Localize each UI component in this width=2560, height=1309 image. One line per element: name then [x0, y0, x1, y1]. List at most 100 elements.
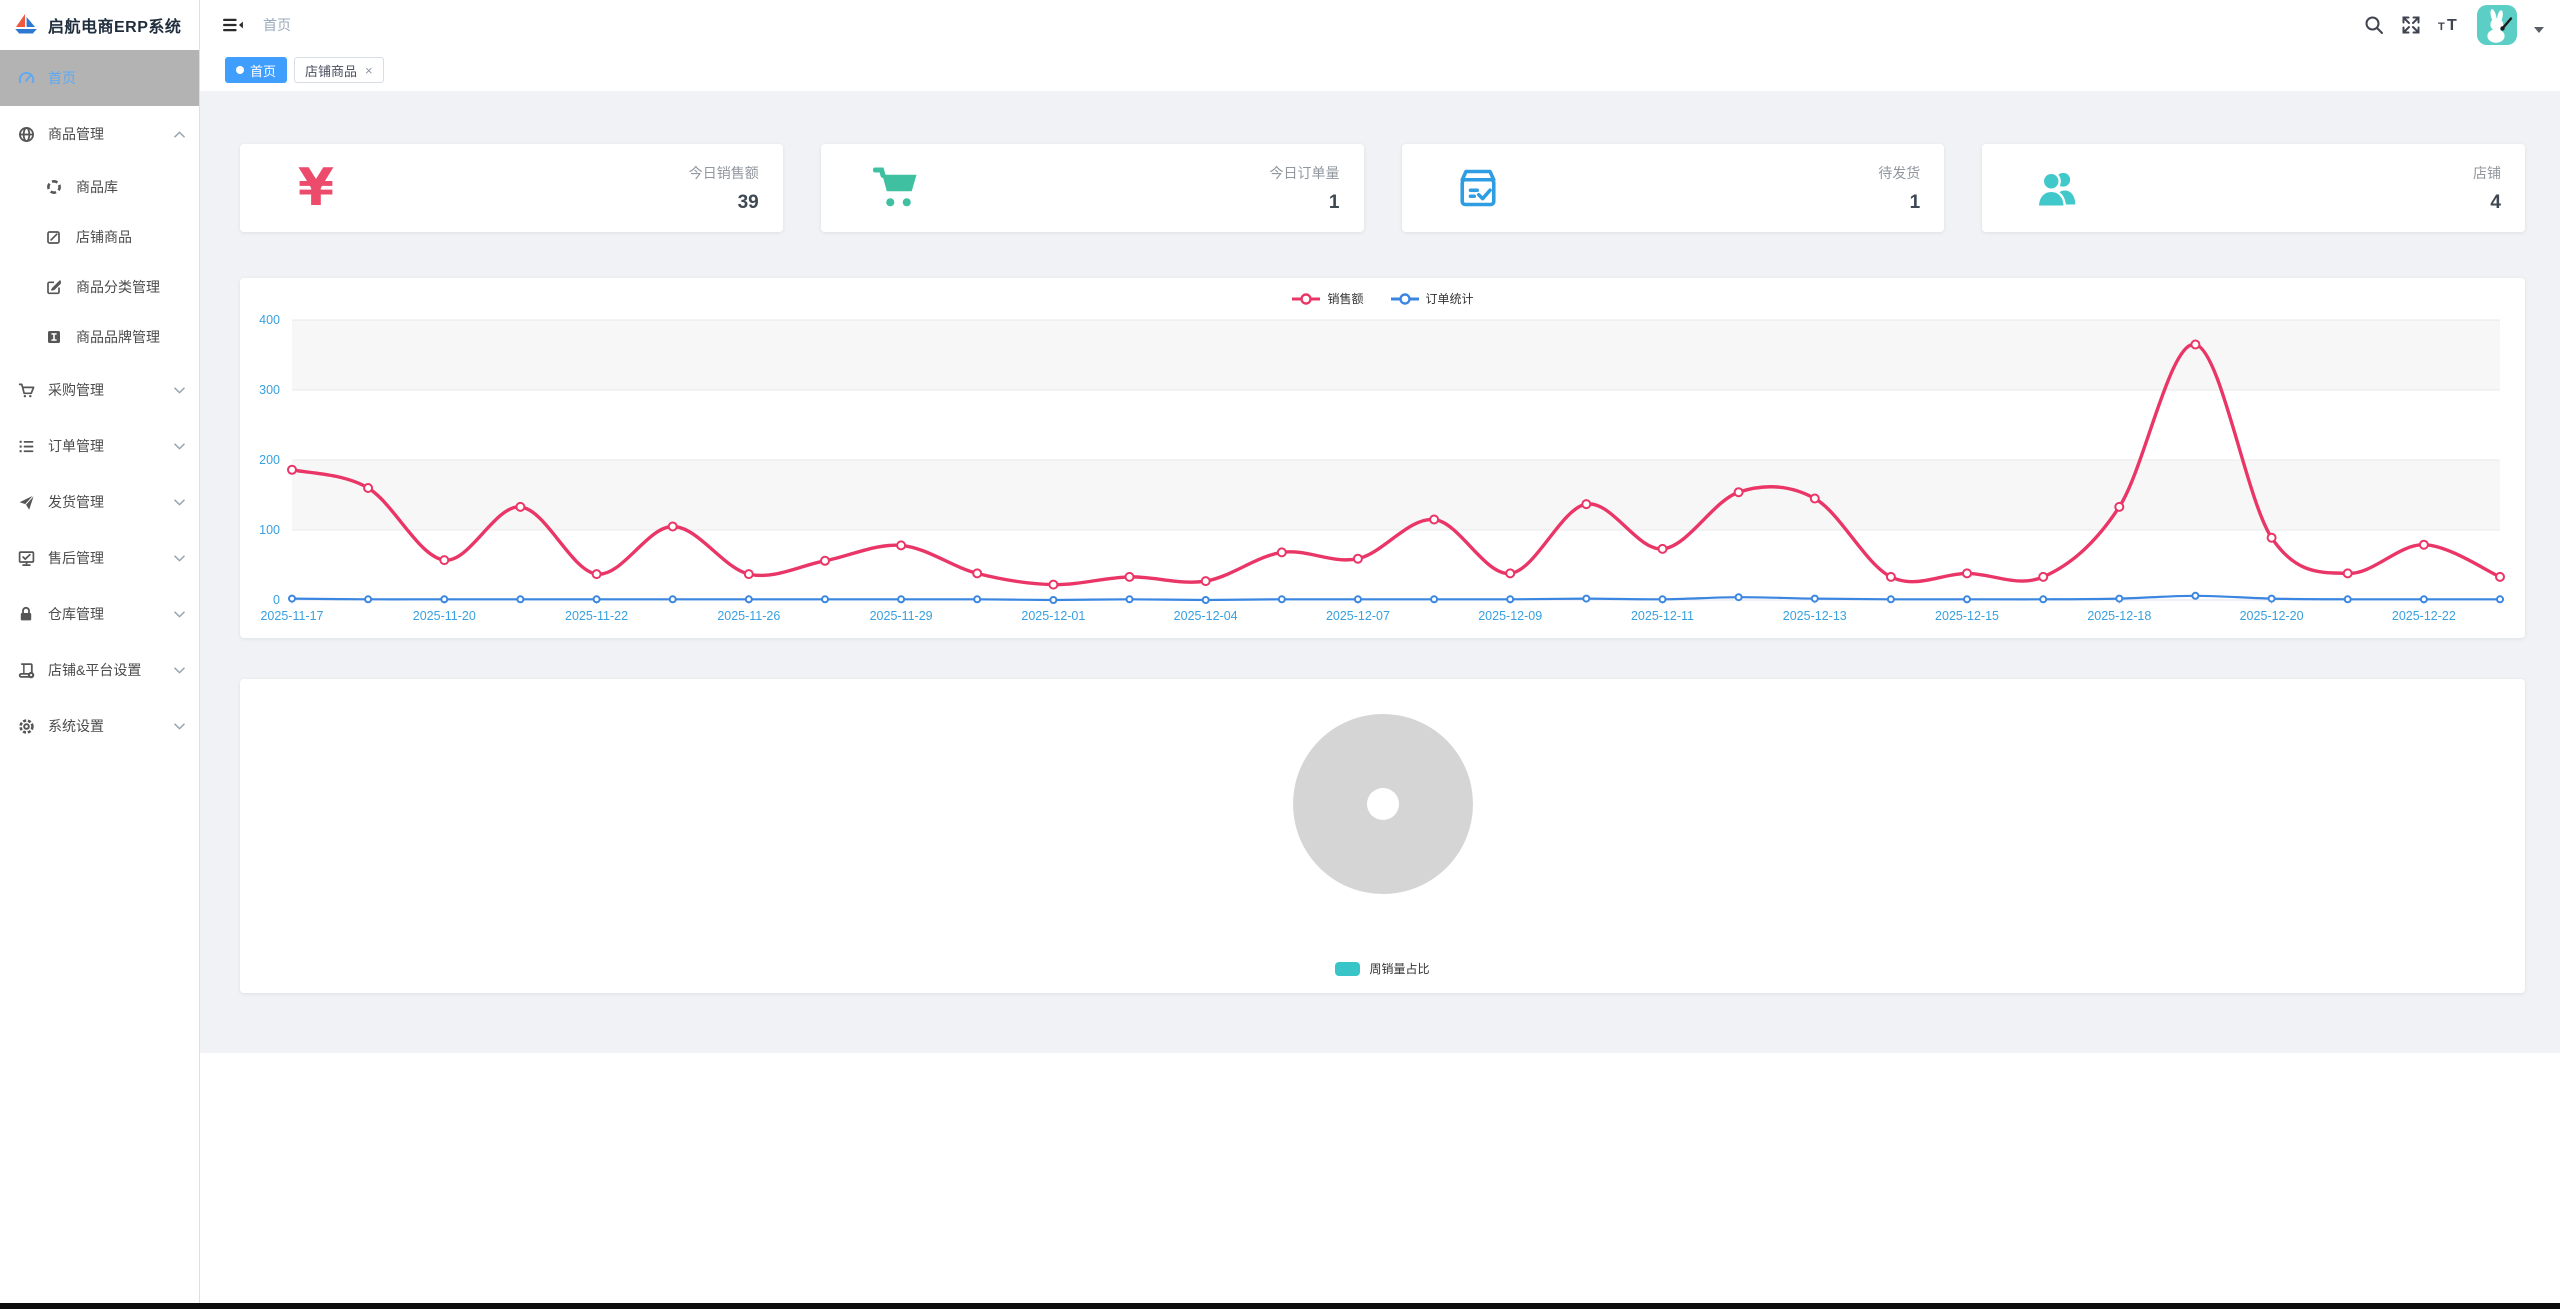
user-avatar[interactable] — [2477, 5, 2517, 45]
data-point-marker — [1201, 596, 1210, 604]
sidebar-item-system-settings[interactable]: 系统设置 — [0, 698, 199, 754]
sidebar-item-label: 发货管理 — [48, 494, 104, 510]
sidebar-item-label: 商品库 — [76, 179, 118, 195]
x-axis-tick-label: 2025-12-01 — [1021, 609, 1085, 623]
data-point-marker — [1581, 499, 1592, 510]
line-chart-svg: 0 100 200 300 400 2025-11-17 2025-11-20 2025-11… — [259, 313, 2505, 623]
data-point-marker — [2496, 595, 2504, 604]
y-axis-tick-label: 200 — [259, 453, 280, 467]
stat-card-today-sales: ¥ 今日销售额 39 — [240, 144, 783, 232]
data-point-marker — [288, 594, 296, 603]
data-point-marker — [1430, 595, 1439, 604]
sidebar-item-purchase-management[interactable]: 采购管理 — [0, 362, 199, 418]
sidebar-item-label: 店铺&平台设置 — [48, 662, 142, 678]
data-point-marker — [439, 555, 450, 566]
chevron-down-icon — [174, 498, 185, 506]
data-point-marker — [668, 595, 677, 604]
tab-label: 首页 — [250, 63, 277, 79]
cart-big-icon — [872, 165, 921, 211]
content-area: ¥ 今日销售额 39 今日订单量 1 待发货 1 店铺 4 销售额 订单统计 0 100 200 300… — [200, 91, 2560, 1053]
sidebar-item-shop-platform-settings[interactable]: 店铺&平台设置 — [0, 642, 199, 698]
pen-doc-icon — [45, 228, 63, 246]
legend-item-0[interactable]: 销售额 — [1291, 290, 1364, 307]
stat-label: 今日订单量 — [1269, 164, 1340, 181]
cart-icon — [17, 381, 35, 399]
donut-chart — [240, 679, 2525, 895]
tab-close-icon[interactable]: × — [365, 62, 373, 78]
stat-value: 39 — [737, 191, 759, 213]
data-point-marker — [1049, 596, 1058, 604]
legend-item-1[interactable]: 订单统计 — [1390, 290, 1474, 307]
data-point-marker — [972, 568, 983, 579]
data-point-marker — [2343, 595, 2352, 604]
sidebar-item-label: 首页 — [48, 70, 76, 86]
data-point-marker — [1125, 595, 1134, 604]
x-axis-tick-label: 2025-11-29 — [870, 609, 933, 623]
search-icon[interactable] — [2364, 15, 2384, 35]
sidebar-item-store-products[interactable]: 店铺商品 — [0, 212, 199, 262]
data-point-marker — [1809, 493, 1820, 504]
x-axis-tick-label: 2025-12-07 — [1326, 609, 1390, 623]
x-axis-tick-label: 2025-12-13 — [1783, 609, 1847, 623]
x-axis-tick-label: 2025-11-26 — [717, 609, 780, 623]
sidebar-item-aftersale-management[interactable]: 售后管理 — [0, 530, 199, 586]
lock-icon — [17, 605, 35, 623]
sidebar-item-product-library[interactable]: 商品库 — [0, 162, 199, 212]
sidebar-item-warehouse-management[interactable]: 仓库管理 — [0, 586, 199, 642]
stat-label: 今日销售额 — [688, 164, 759, 181]
data-point-marker — [896, 540, 907, 551]
data-point-marker — [2342, 568, 2353, 579]
data-point-marker — [591, 569, 602, 580]
book-gear-icon — [17, 661, 35, 679]
sidebar-item-order-management[interactable]: 订单管理 — [0, 418, 199, 474]
font-size-icon[interactable]: T T — [2438, 16, 2460, 34]
data-point-marker — [1657, 543, 1668, 554]
sidebar-item-shipping-management[interactable]: 发货管理 — [0, 474, 199, 530]
tab-store-products[interactable]: 店铺商品 × — [294, 57, 384, 83]
x-axis-tick-label: 2025-12-04 — [1174, 609, 1238, 623]
stat-label: 待发货 — [1878, 164, 1921, 181]
sidebar-item-label: 仓库管理 — [48, 606, 104, 622]
sidebar-item-product-management[interactable]: 商品管理 — [0, 106, 199, 162]
pie-legend-label[interactable]: 周销量占比 — [1369, 962, 1430, 976]
monitor-check-icon — [17, 549, 35, 567]
chevron-down-icon — [174, 610, 185, 618]
data-point-marker — [820, 555, 830, 566]
tab-home[interactable]: 首页 — [225, 57, 288, 83]
data-point-marker — [2495, 571, 2505, 582]
chevron-up-icon — [174, 130, 185, 138]
stat-value: 1 — [1909, 191, 1921, 213]
legend-label: 订单统计 — [1425, 292, 1474, 306]
x-axis-tick-label: 2025-12-11 — [1631, 609, 1694, 623]
data-point-marker — [1734, 593, 1743, 602]
data-point-marker — [897, 595, 906, 604]
data-point-marker — [1048, 579, 1059, 590]
data-point-marker — [2039, 595, 2048, 604]
sidebar-item-product-brand-management[interactable]: 商品品牌管理 — [0, 312, 199, 362]
data-point-marker — [821, 595, 829, 604]
breadcrumb[interactable]: 首页 — [263, 17, 291, 33]
sidebar-fold-icon[interactable] — [222, 16, 244, 34]
data-point-marker — [2419, 595, 2428, 604]
series-line-0 — [290, 342, 2502, 587]
stat-cards-row: ¥ 今日销售额 39 今日订单量 1 待发货 1 店铺 4 — [240, 144, 2525, 232]
legend-label: 销售额 — [1327, 292, 1364, 306]
fullscreen-icon[interactable] — [2401, 15, 2421, 35]
chevron-down-icon — [174, 442, 185, 450]
line-chart-legend: 销售额 订单统计 — [240, 290, 2525, 307]
x-axis-tick-label: 2025-12-22 — [2392, 609, 2456, 623]
compass-icon — [45, 178, 63, 196]
data-point-marker — [1124, 571, 1135, 582]
sidebar-item-product-category-management[interactable]: 商品分类管理 — [0, 262, 199, 312]
data-point-marker — [516, 595, 525, 604]
caret-down-icon[interactable] — [2534, 27, 2544, 33]
pie-legend-swatch[interactable] — [1335, 961, 1361, 976]
chevron-down-icon — [174, 666, 185, 674]
sidebar-menu: 首页商品管理商品库店铺商品 商品分类管理 商品品牌管理 采购管理 订单管理发货管理售后管… — [0, 50, 199, 754]
window-bottom-edge — [0, 1303, 2560, 1309]
data-point-marker — [592, 595, 601, 604]
legend-marker-icon — [1390, 292, 1419, 305]
data-point-marker — [1277, 595, 1286, 604]
sidebar-item-home[interactable]: 首页 — [0, 50, 199, 106]
sidebar: 启航电商ERP系统 首页 商品管理 商品库 店铺商品 商品分类管理 商品品牌管理 采购管理订… — [0, 0, 200, 1309]
